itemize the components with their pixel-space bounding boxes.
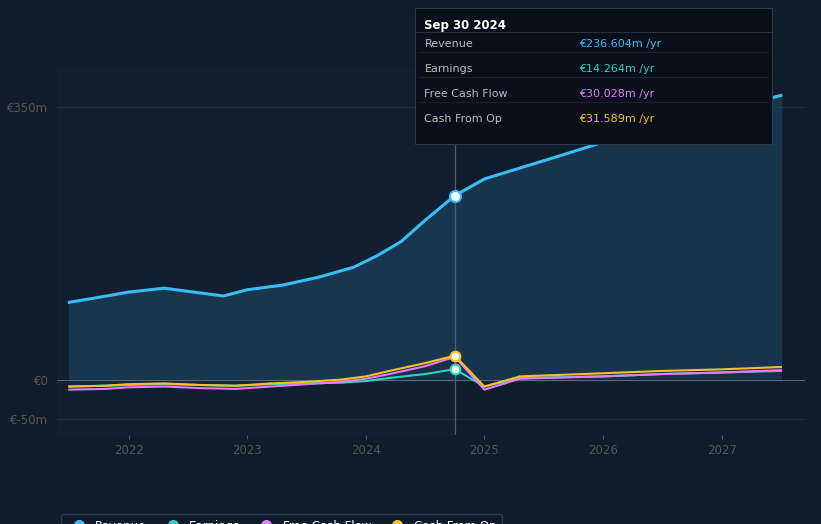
Bar [57, 68, 455, 435]
Text: €236.604m /yr: €236.604m /yr [579, 39, 661, 49]
Text: Past: Past [424, 94, 449, 107]
Text: Analysts Forecasts: Analysts Forecasts [461, 94, 571, 107]
Text: €14.264m /yr: €14.264m /yr [579, 64, 654, 74]
Text: €30.028m /yr: €30.028m /yr [579, 89, 654, 99]
Text: €31.589m /yr: €31.589m /yr [579, 114, 654, 124]
Text: Revenue: Revenue [424, 39, 473, 49]
Text: Sep 30 2024: Sep 30 2024 [424, 19, 507, 32]
Text: Earnings: Earnings [424, 64, 473, 74]
Text: Cash From Op: Cash From Op [424, 114, 502, 124]
Bar [455, 68, 805, 435]
Legend: Revenue, Earnings, Free Cash Flow, Cash From Op: Revenue, Earnings, Free Cash Flow, Cash … [61, 514, 502, 524]
Text: Free Cash Flow: Free Cash Flow [424, 89, 508, 99]
